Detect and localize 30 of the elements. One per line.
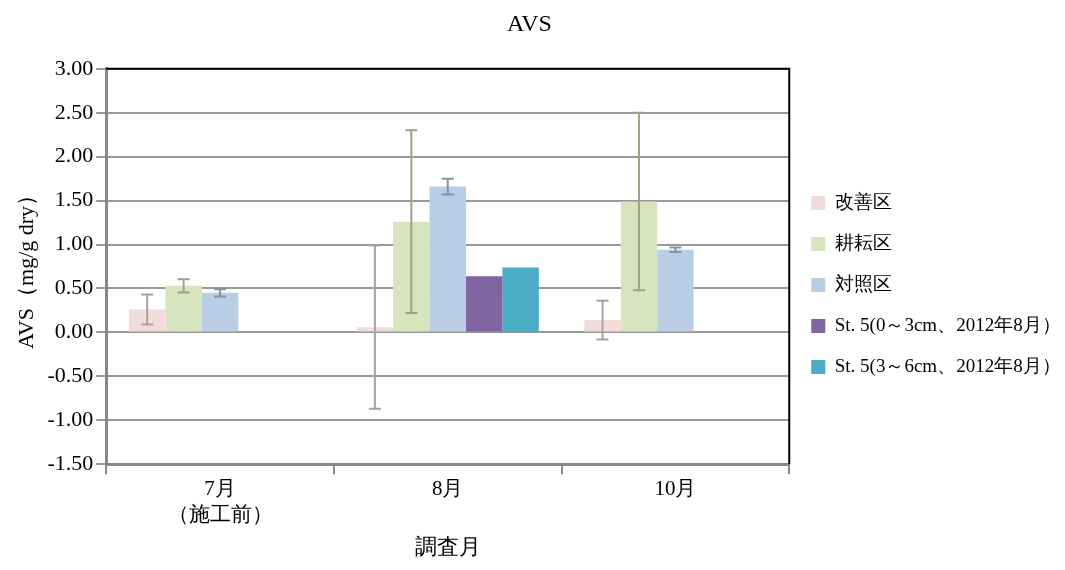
y-tick-label: 2.50: [54, 98, 94, 124]
bar: [393, 221, 430, 332]
y-tick-label: -1.00: [47, 406, 94, 432]
bar: [620, 201, 658, 332]
bar: [502, 267, 539, 332]
legend-label: 耕耘区: [834, 231, 892, 253]
x-tick-label: 8月: [431, 476, 464, 501]
bar: [429, 186, 466, 332]
y-tick-label: 0.00: [54, 318, 94, 344]
bar: [465, 276, 503, 332]
legend-label: 対照区: [834, 272, 892, 294]
x-tick-label: 7月（施工前）: [167, 476, 273, 526]
legend-label: St. 5(3～6cm、2012年8月）: [834, 354, 1061, 377]
y-tick-label: 0.50: [54, 274, 94, 300]
x-axis-title: 調査月: [414, 533, 481, 559]
chart-title: AVS: [507, 9, 552, 36]
bar: [657, 249, 694, 332]
legend-label: St. 5(0～3cm、2012年8月）: [834, 313, 1061, 336]
y-tick-label: 1.50: [54, 186, 94, 212]
y-tick-label: 2.00: [54, 142, 94, 168]
y-axis-title: AVS（mg/g dry）: [12, 183, 38, 350]
y-tick-label: -0.50: [47, 362, 94, 388]
y-tick-label: 1.00: [54, 230, 94, 256]
legend-label: 改善区: [834, 190, 892, 212]
bar: [165, 285, 202, 332]
bar: [201, 292, 239, 332]
y-tick-label: 3.00: [54, 54, 94, 80]
bar: [584, 320, 621, 332]
x-tick-label: 10月: [654, 476, 697, 501]
y-tick-label: -1.50: [47, 449, 94, 475]
